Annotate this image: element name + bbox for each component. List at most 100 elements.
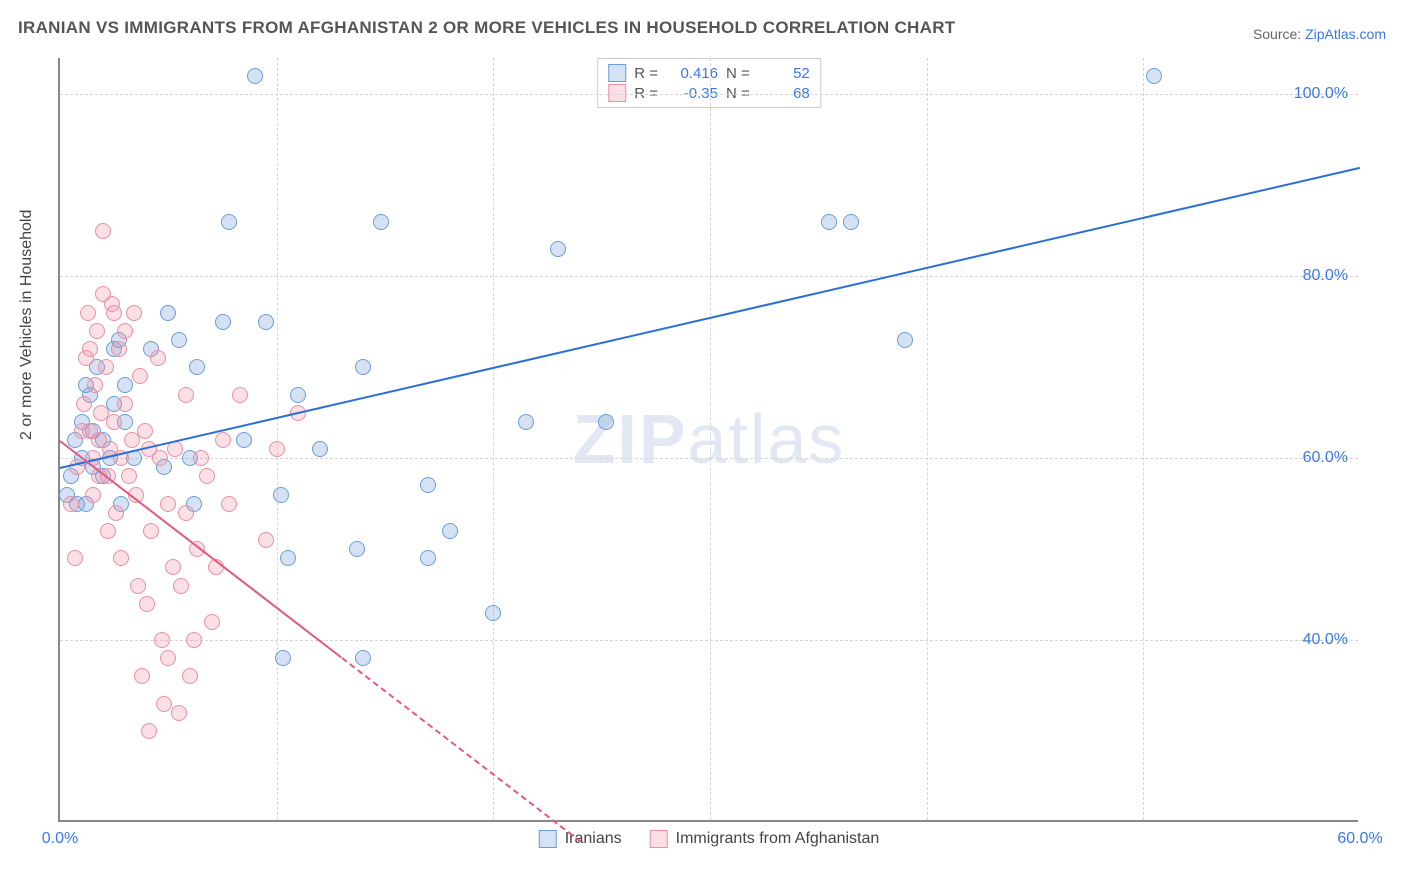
scatter-point: [171, 705, 187, 721]
scatter-point: [160, 496, 176, 512]
n-value-series-1: 52: [758, 65, 810, 82]
scatter-point: [141, 723, 157, 739]
scatter-point: [204, 614, 220, 630]
scatter-point: [113, 550, 129, 566]
scatter-point: [312, 441, 328, 457]
y-axis-label: 2 or more Vehicles in Household: [18, 210, 36, 440]
y-tick-label: 40.0%: [1303, 631, 1348, 649]
gridline-v: [277, 58, 278, 820]
gridline-v: [927, 58, 928, 820]
scatter-point: [143, 523, 159, 539]
x-tick-label: 0.0%: [42, 830, 78, 848]
r-label: R =: [634, 85, 658, 102]
scatter-point: [269, 441, 285, 457]
scatter-point: [420, 550, 436, 566]
scatter-point: [87, 377, 103, 393]
scatter-point: [290, 387, 306, 403]
scatter-point: [189, 359, 205, 375]
chart-title: IRANIAN VS IMMIGRANTS FROM AFGHANISTAN 2…: [18, 18, 955, 38]
watermark: ZIPatlas: [573, 399, 846, 479]
legend-row-series-1: R = 0.416 N = 52: [608, 63, 810, 83]
source-credit: Source: ZipAtlas.com: [1253, 26, 1386, 42]
correlation-legend: R = 0.416 N = 52 R = -0.35 N = 68: [597, 58, 821, 108]
scatter-point: [215, 432, 231, 448]
gridline-h: [60, 640, 1358, 641]
plot-area: ZIPatlas R = 0.416 N = 52 R = -0.35 N = …: [58, 58, 1358, 822]
scatter-point: [63, 496, 79, 512]
scatter-point: [67, 550, 83, 566]
scatter-point: [152, 450, 168, 466]
legend-label: Iranians: [565, 830, 622, 848]
scatter-point: [182, 668, 198, 684]
scatter-point: [598, 414, 614, 430]
gridline-h: [60, 94, 1358, 95]
n-value-series-2: 68: [758, 85, 810, 102]
source-link[interactable]: ZipAtlas.com: [1305, 26, 1386, 42]
scatter-point: [897, 332, 913, 348]
scatter-point: [420, 477, 436, 493]
scatter-point: [215, 314, 231, 330]
n-label: N =: [726, 65, 750, 82]
legend-item-series-2: Immigrants from Afghanistan: [650, 830, 880, 848]
scatter-point: [126, 305, 142, 321]
scatter-point: [106, 414, 122, 430]
scatter-point: [442, 523, 458, 539]
chart-container: IRANIAN VS IMMIGRANTS FROM AFGHANISTAN 2…: [0, 0, 1406, 892]
scatter-point: [76, 396, 92, 412]
scatter-point: [82, 341, 98, 357]
scatter-point: [258, 314, 274, 330]
scatter-point: [98, 359, 114, 375]
scatter-point: [173, 578, 189, 594]
scatter-point: [80, 305, 96, 321]
watermark-bold: ZIP: [573, 400, 688, 478]
scatter-point: [117, 396, 133, 412]
scatter-point: [139, 596, 155, 612]
scatter-point: [349, 541, 365, 557]
y-tick-label: 60.0%: [1303, 449, 1348, 467]
scatter-point: [117, 323, 133, 339]
scatter-point: [171, 332, 187, 348]
scatter-point: [373, 214, 389, 230]
scatter-point: [186, 632, 202, 648]
scatter-point: [843, 214, 859, 230]
scatter-point: [273, 487, 289, 503]
scatter-point: [85, 487, 101, 503]
scatter-point: [100, 523, 116, 539]
y-tick-label: 100.0%: [1294, 85, 1348, 103]
gridline-v: [493, 58, 494, 820]
scatter-point: [165, 559, 181, 575]
legend-swatch-series-1: [608, 64, 626, 82]
source-label: Source:: [1253, 26, 1301, 42]
scatter-point: [160, 650, 176, 666]
scatter-point: [193, 450, 209, 466]
scatter-point: [121, 468, 137, 484]
n-label: N =: [726, 85, 750, 102]
series-legend: Iranians Immigrants from Afghanistan: [539, 830, 880, 848]
scatter-point: [178, 387, 194, 403]
scatter-point: [518, 414, 534, 430]
scatter-point: [106, 305, 122, 321]
y-tick-label: 80.0%: [1303, 267, 1348, 285]
watermark-light: atlas: [688, 400, 846, 478]
legend-swatch-series-1: [539, 830, 557, 848]
scatter-point: [95, 223, 111, 239]
scatter-point: [134, 668, 150, 684]
scatter-point: [221, 496, 237, 512]
gridline-v: [710, 58, 711, 820]
scatter-point: [111, 341, 127, 357]
scatter-point: [232, 387, 248, 403]
gridline-h: [60, 458, 1358, 459]
scatter-point: [117, 377, 133, 393]
scatter-point: [150, 350, 166, 366]
scatter-point: [280, 550, 296, 566]
scatter-point: [130, 578, 146, 594]
scatter-point: [236, 432, 252, 448]
scatter-point: [821, 214, 837, 230]
gridline-v: [1143, 58, 1144, 820]
scatter-point: [178, 505, 194, 521]
trend-line: [341, 657, 581, 842]
scatter-point: [137, 423, 153, 439]
scatter-point: [199, 468, 215, 484]
scatter-point: [132, 368, 148, 384]
scatter-point: [355, 650, 371, 666]
